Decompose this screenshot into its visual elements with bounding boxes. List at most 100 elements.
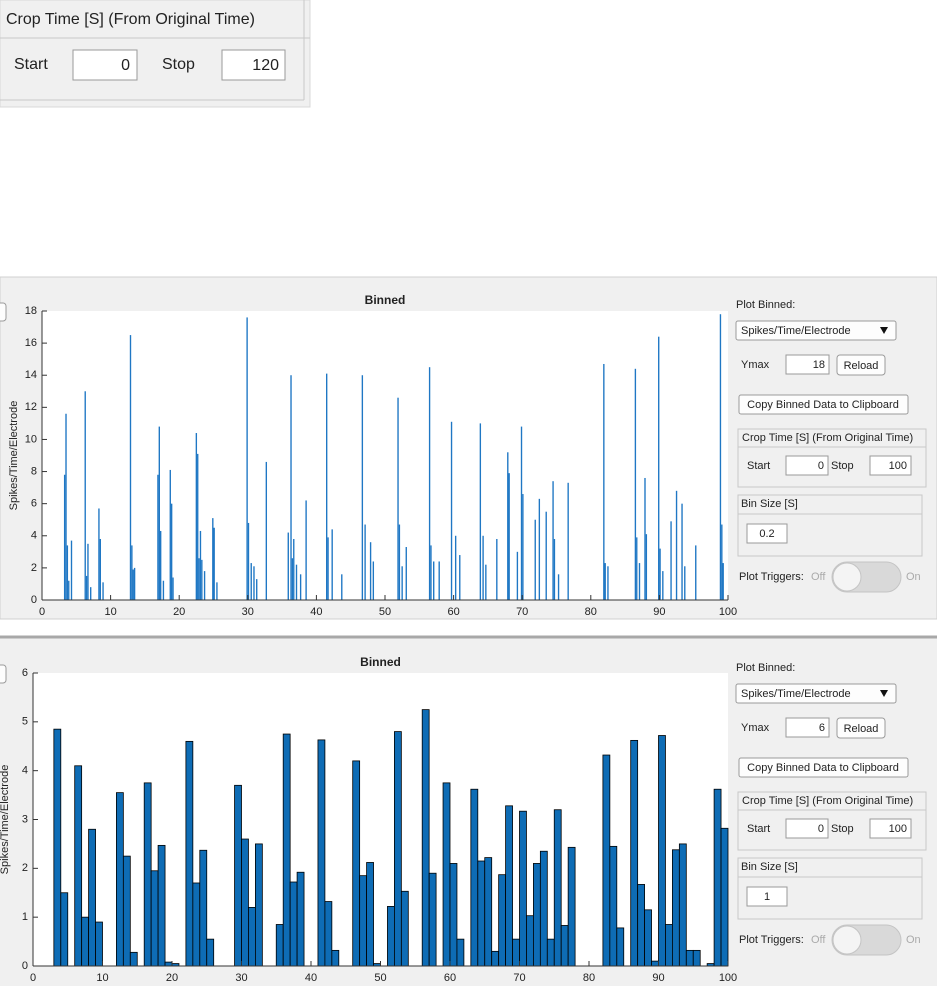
bar — [172, 577, 174, 600]
dropdown: Spikes/Time/Electrode — [741, 325, 851, 337]
stop-input[interactable] — [869, 818, 912, 839]
bar — [131, 545, 133, 600]
bar — [241, 838, 249, 967]
bar — [326, 373, 328, 600]
x-tick-label: 100 — [719, 606, 737, 618]
copy-button[interactable] — [738, 394, 909, 415]
bin-input[interactable] — [746, 886, 788, 907]
y-tick-label: 1 — [22, 911, 28, 923]
bar — [658, 735, 666, 967]
bar — [438, 561, 440, 600]
bar — [397, 397, 399, 600]
ymax: 18 — [813, 359, 825, 371]
start-input[interactable] — [785, 455, 829, 476]
stop-input[interactable] — [221, 49, 286, 81]
bar — [95, 921, 103, 967]
bar — [364, 524, 366, 600]
y-tick-label: 12 — [25, 401, 37, 413]
bar — [366, 862, 374, 967]
ymax-input[interactable] — [785, 354, 830, 375]
bar — [234, 784, 242, 967]
bar — [199, 849, 208, 967]
bar — [607, 566, 609, 600]
bar — [516, 551, 519, 600]
bin-box — [737, 857, 923, 920]
bar — [539, 850, 548, 967]
bar — [672, 849, 680, 967]
copy: Copy Binned Data to Clipboard — [747, 399, 899, 411]
bar — [296, 871, 305, 967]
ymax-input[interactable] — [785, 717, 830, 738]
bar — [616, 927, 625, 967]
bar — [87, 543, 89, 600]
bar — [372, 561, 375, 600]
bar — [695, 545, 697, 600]
bar — [546, 938, 555, 967]
bar — [508, 473, 510, 600]
start-input[interactable] — [72, 49, 138, 81]
ymax-label: Ymax — [741, 359, 770, 371]
bar — [609, 845, 618, 967]
side-button[interactable] — [0, 664, 7, 684]
bar — [63, 474, 66, 600]
x-tick-label: 20 — [173, 606, 185, 618]
bar — [644, 909, 652, 967]
bar — [98, 508, 100, 600]
start: 0 — [818, 823, 824, 835]
x-tick-label: 90 — [652, 972, 664, 984]
start-label: Start — [14, 56, 48, 73]
reload: Reload — [844, 360, 879, 372]
bar — [361, 375, 364, 600]
bar — [68, 580, 70, 600]
bar — [195, 433, 198, 600]
y-tick-label: 5 — [22, 716, 28, 728]
start-input[interactable] — [785, 818, 829, 839]
bar — [212, 518, 214, 600]
toggle-knob — [832, 925, 862, 955]
x-tick-label: 90 — [653, 606, 665, 618]
bar — [456, 938, 465, 967]
reload-button[interactable] — [836, 354, 886, 376]
x-tick-label: 30 — [242, 606, 254, 618]
bar — [684, 566, 686, 600]
bar — [454, 535, 457, 600]
x-tick-label: 20 — [166, 972, 178, 984]
side-button[interactable] — [0, 302, 7, 322]
dropdown[interactable] — [735, 320, 897, 341]
bar — [519, 810, 527, 967]
bar — [567, 482, 569, 600]
bar — [721, 524, 723, 600]
copy-button[interactable] — [738, 757, 909, 778]
dropdown-arrow — [880, 690, 888, 697]
bar — [449, 863, 458, 967]
bar — [317, 739, 326, 967]
bar — [253, 566, 255, 600]
bar — [290, 375, 292, 600]
x-tick-label: 100 — [719, 972, 737, 984]
bar — [324, 901, 333, 967]
bar — [99, 538, 101, 600]
stop-input[interactable] — [869, 455, 912, 476]
bar — [85, 575, 88, 600]
bar — [662, 571, 664, 600]
bar — [477, 860, 486, 967]
bar — [400, 890, 409, 967]
bar — [522, 494, 524, 600]
bar — [331, 529, 333, 600]
bar — [442, 782, 451, 967]
dropdown[interactable] — [735, 683, 897, 704]
bar — [157, 844, 166, 967]
bar — [719, 314, 722, 600]
x-tick-label: 80 — [583, 972, 595, 984]
chart-title: Binned — [360, 655, 401, 669]
reload-button[interactable] — [836, 717, 886, 739]
crop-title: Crop Time [S] (From Original Time) — [742, 432, 913, 444]
bar — [393, 731, 402, 967]
bar — [250, 563, 252, 600]
bar — [129, 335, 132, 600]
bar — [246, 317, 248, 600]
plot-binned-label: Plot Binned: — [736, 299, 795, 311]
bar — [604, 563, 606, 600]
bar — [53, 728, 62, 967]
bin-input[interactable] — [746, 523, 788, 544]
